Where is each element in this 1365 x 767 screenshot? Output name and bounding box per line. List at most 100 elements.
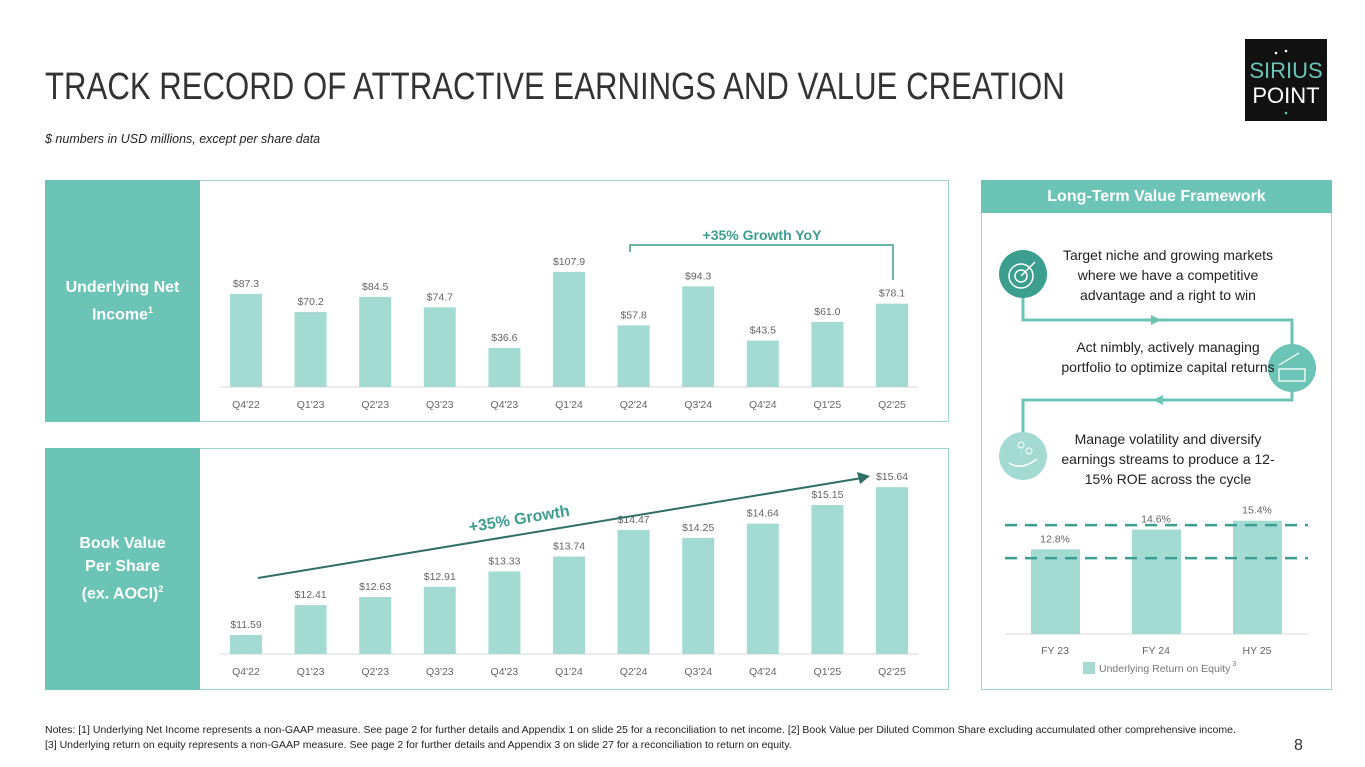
bar bbox=[359, 597, 392, 654]
framework-step-1: Target niche and growing markets where w… bbox=[1062, 247, 1274, 303]
bar bbox=[553, 556, 585, 654]
bar bbox=[230, 293, 262, 387]
data-label: $14.25 bbox=[682, 522, 714, 534]
svg-text:SIRIUS: SIRIUS bbox=[1249, 58, 1322, 83]
bar bbox=[553, 271, 585, 387]
data-label: $12.91 bbox=[424, 571, 456, 583]
x-tick-label: Q1'23 bbox=[297, 399, 325, 411]
book-value-label: Book Value Per Share (ex. AOCI)2 bbox=[45, 448, 200, 690]
bar bbox=[488, 347, 521, 387]
bar bbox=[1031, 549, 1080, 634]
x-tick-label: Q4'22 bbox=[232, 399, 260, 411]
x-tick-label: HY 25 bbox=[1243, 645, 1272, 657]
bar bbox=[1233, 520, 1282, 634]
bar bbox=[423, 586, 456, 654]
growth-bracket bbox=[629, 244, 894, 280]
data-label: $13.33 bbox=[488, 555, 520, 567]
data-label: 12.8% bbox=[1040, 533, 1070, 545]
x-tick-label: FY 23 bbox=[1041, 645, 1069, 657]
x-tick-label: Q3'24 bbox=[684, 399, 712, 411]
data-label: $74.7 bbox=[427, 291, 453, 303]
x-tick-label: Q4'22 bbox=[232, 666, 260, 678]
growth-annotation: +35% Growth bbox=[468, 503, 571, 536]
growth-annotation: +35% Growth YoY bbox=[703, 227, 823, 243]
x-tick-label: Q3'24 bbox=[684, 666, 712, 678]
bar bbox=[682, 286, 715, 387]
x-tick-label: Q2'23 bbox=[361, 666, 389, 678]
bar bbox=[294, 312, 327, 387]
x-tick-label: Q4'23 bbox=[491, 399, 519, 411]
x-tick-label: Q2'23 bbox=[361, 399, 389, 411]
x-tick-label: Q2'25 bbox=[878, 399, 906, 411]
x-tick-label: Q2'24 bbox=[620, 399, 648, 411]
bar bbox=[1132, 529, 1181, 634]
x-tick-label: Q3'23 bbox=[426, 666, 454, 678]
bar bbox=[682, 537, 715, 654]
x-tick-label: Q1'24 bbox=[555, 666, 583, 678]
legend-swatch bbox=[1083, 662, 1095, 674]
x-tick-label: Q3'23 bbox=[426, 399, 454, 411]
data-label: $15.15 bbox=[811, 489, 843, 501]
svg-text:POINT: POINT bbox=[1252, 83, 1319, 108]
data-label: $107.9 bbox=[553, 256, 585, 268]
data-label: $12.63 bbox=[359, 581, 391, 593]
framework-step-2: Act nimbly, actively managing portfolio … bbox=[1061, 339, 1275, 375]
footnotes: Notes: [1] Underlying Net Income represe… bbox=[45, 724, 1236, 751]
target-icon bbox=[999, 250, 1047, 298]
data-label: $15.64 bbox=[876, 471, 908, 483]
data-label: $43.5 bbox=[750, 325, 776, 337]
x-tick-label: Q4'24 bbox=[749, 399, 777, 411]
data-label: $84.5 bbox=[362, 281, 388, 293]
bar bbox=[617, 325, 650, 387]
bar bbox=[294, 605, 327, 654]
bar bbox=[811, 321, 844, 387]
sirius-point-logo: SIRIUS POINT bbox=[1245, 39, 1327, 121]
roe-chart: 12.8% FY 23 14.6% FY 24 15.4% HY 25 Underlying… bbox=[1005, 505, 1308, 675]
bar bbox=[423, 307, 456, 387]
bar bbox=[617, 529, 650, 654]
growth-arrow-line bbox=[257, 477, 863, 579]
framework-title: Long-Term Value Framework bbox=[981, 180, 1332, 213]
x-tick-label: Q2'24 bbox=[620, 666, 648, 678]
page-number: 8 bbox=[1294, 737, 1303, 754]
legend-label: Underlying Return on Equity bbox=[1099, 663, 1231, 675]
legend-superscript: 3 bbox=[1232, 661, 1236, 668]
framework-flow bbox=[999, 250, 1316, 480]
data-label: $11.59 bbox=[230, 619, 261, 631]
x-tick-label: Q1'23 bbox=[297, 666, 325, 678]
data-label: $13.74 bbox=[553, 541, 585, 553]
bar bbox=[876, 303, 908, 387]
data-label: $61.0 bbox=[814, 306, 840, 318]
net-income-label: Underlying Net Income1 bbox=[45, 180, 200, 422]
data-label: $70.2 bbox=[297, 296, 323, 308]
data-label: 14.6% bbox=[1141, 514, 1171, 526]
x-tick-label: Q4'23 bbox=[491, 666, 519, 678]
net-income-chart: $87.3 Q4'22 $70.2 Q1'23 $84.5 Q2'23 $74.7 Q3'23… bbox=[220, 227, 918, 411]
data-label: $87.3 bbox=[233, 278, 259, 290]
data-label: $36.6 bbox=[491, 332, 517, 344]
data-label: $12.41 bbox=[295, 589, 327, 601]
data-label: $94.3 bbox=[685, 270, 711, 282]
bar bbox=[359, 296, 392, 387]
x-tick-label: Q1'25 bbox=[814, 666, 842, 678]
x-tick-label: Q4'24 bbox=[749, 666, 777, 678]
bar bbox=[488, 571, 521, 654]
x-tick-label: Q1'25 bbox=[814, 399, 842, 411]
page-subtitle: $ numbers in USD millions, except per sh… bbox=[45, 132, 321, 146]
coins-growth-icon bbox=[1268, 344, 1316, 392]
data-label: $14.64 bbox=[747, 508, 779, 520]
x-tick-label: FY 24 bbox=[1142, 645, 1170, 657]
data-label: $78.1 bbox=[879, 288, 905, 300]
x-tick-label: Q2'25 bbox=[878, 666, 906, 678]
framework-step-3: Manage volatility and diversify earnings… bbox=[1061, 431, 1275, 487]
bar bbox=[746, 523, 779, 654]
x-tick-label: Q1'24 bbox=[555, 399, 583, 411]
bar bbox=[746, 340, 779, 387]
bar bbox=[811, 505, 844, 654]
data-label: 15.4% bbox=[1242, 505, 1272, 517]
data-label: $57.8 bbox=[620, 309, 646, 321]
growth-arrow-head bbox=[857, 472, 870, 484]
bar bbox=[230, 635, 262, 654]
hand-coins-icon bbox=[999, 432, 1047, 480]
page-title: TRACK RECORD OF ATTRACTIVE EARNINGS AND … bbox=[45, 66, 1065, 108]
